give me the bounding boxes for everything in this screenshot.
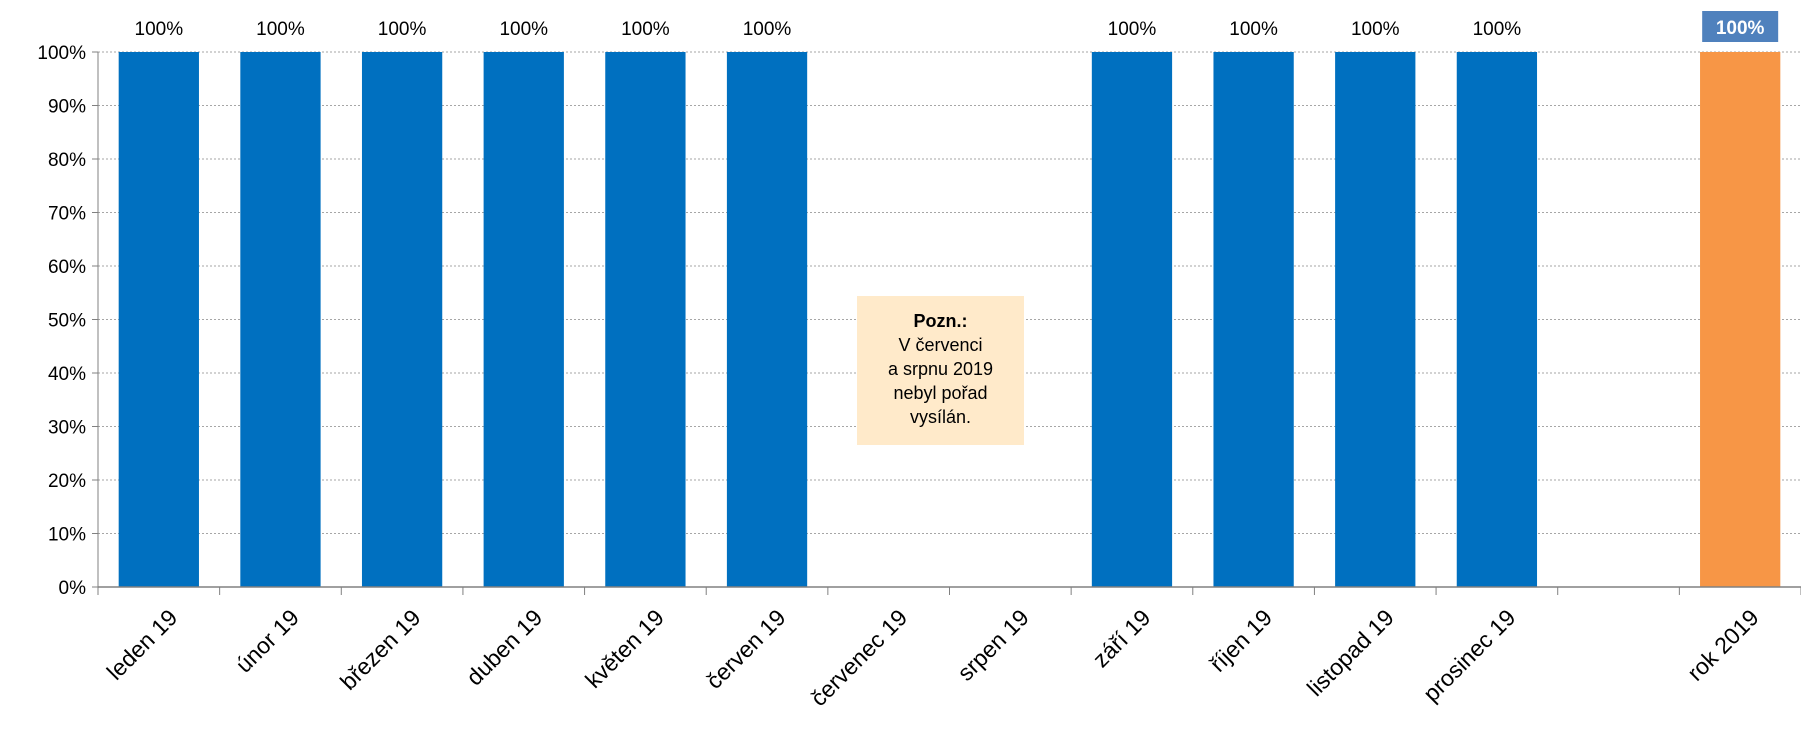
y-tick-label: 90%	[48, 97, 86, 118]
y-tick-label: 60%	[48, 257, 86, 278]
annotation-title: Pozn.:	[913, 311, 968, 331]
bar	[1213, 52, 1294, 587]
annotation-line: vysílán.	[909, 407, 972, 427]
bar	[1456, 52, 1538, 587]
bar	[605, 52, 686, 587]
data-label: 100%	[499, 19, 548, 40]
data-label: 100%	[1716, 18, 1765, 39]
y-tick-label: 10%	[48, 525, 86, 546]
y-tick-label: 50%	[48, 311, 86, 332]
data-label: 100%	[743, 19, 792, 40]
bar-total	[1700, 52, 1781, 587]
x-tick-label: září 19	[1087, 604, 1155, 672]
x-tick-label: prosinec 19	[1418, 604, 1520, 706]
y-tick-label: 30%	[48, 418, 86, 439]
x-tick-label: červenec 19	[805, 604, 912, 711]
x-tick-label: květen 19	[580, 604, 669, 693]
bar	[118, 52, 199, 587]
annotation-note: Pozn.: V červenci a srpnu 2019 nebyl poř…	[857, 296, 1024, 445]
bar	[1335, 52, 1416, 587]
x-tick-label: říjen 19	[1205, 604, 1278, 677]
y-tick-label: 100%	[37, 43, 86, 64]
data-labels: 100% 100% 100% 100% 100% 100% 100% 100% 100% 100%…	[135, 11, 1779, 42]
x-tick-label: srpen 19	[952, 604, 1034, 686]
bar	[240, 52, 321, 587]
x-tick-label: duben 19	[461, 604, 547, 690]
data-label: 100%	[135, 19, 184, 40]
y-tick-label: 70%	[48, 204, 86, 225]
y-tick-label: 20%	[48, 471, 86, 492]
bar	[361, 52, 443, 587]
annotation-line: V červenci	[898, 335, 983, 355]
bar	[726, 52, 808, 587]
data-label: 100%	[621, 19, 670, 40]
bar	[1091, 52, 1173, 587]
x-tick-label: červen 19	[701, 604, 791, 694]
total-label-background	[1702, 11, 1779, 42]
data-label: 100%	[1351, 19, 1400, 40]
x-tick-label: leden 19	[102, 604, 183, 685]
annotation-line: a srpnu 2019	[887, 359, 994, 379]
y-tick-label: 80%	[48, 150, 86, 171]
x-tick-label: listopad 19	[1302, 604, 1399, 701]
data-label: 100%	[1473, 19, 1522, 40]
data-label: 100%	[256, 19, 305, 40]
x-tick-label: březen 19	[335, 604, 426, 695]
data-label: 100%	[1229, 19, 1278, 40]
data-label: 100%	[1108, 19, 1157, 40]
x-tick-label: rok 2019	[1682, 604, 1764, 686]
bar	[483, 52, 564, 587]
data-label: 100%	[378, 19, 427, 40]
annotation-line: nebyl pořad	[893, 383, 988, 403]
bars	[118, 52, 1781, 587]
y-tick-label: 0%	[59, 578, 87, 599]
y-tick-label: 40%	[48, 364, 86, 385]
x-tick-label: únor 19	[230, 604, 304, 678]
gridlines	[98, 51, 1801, 534]
